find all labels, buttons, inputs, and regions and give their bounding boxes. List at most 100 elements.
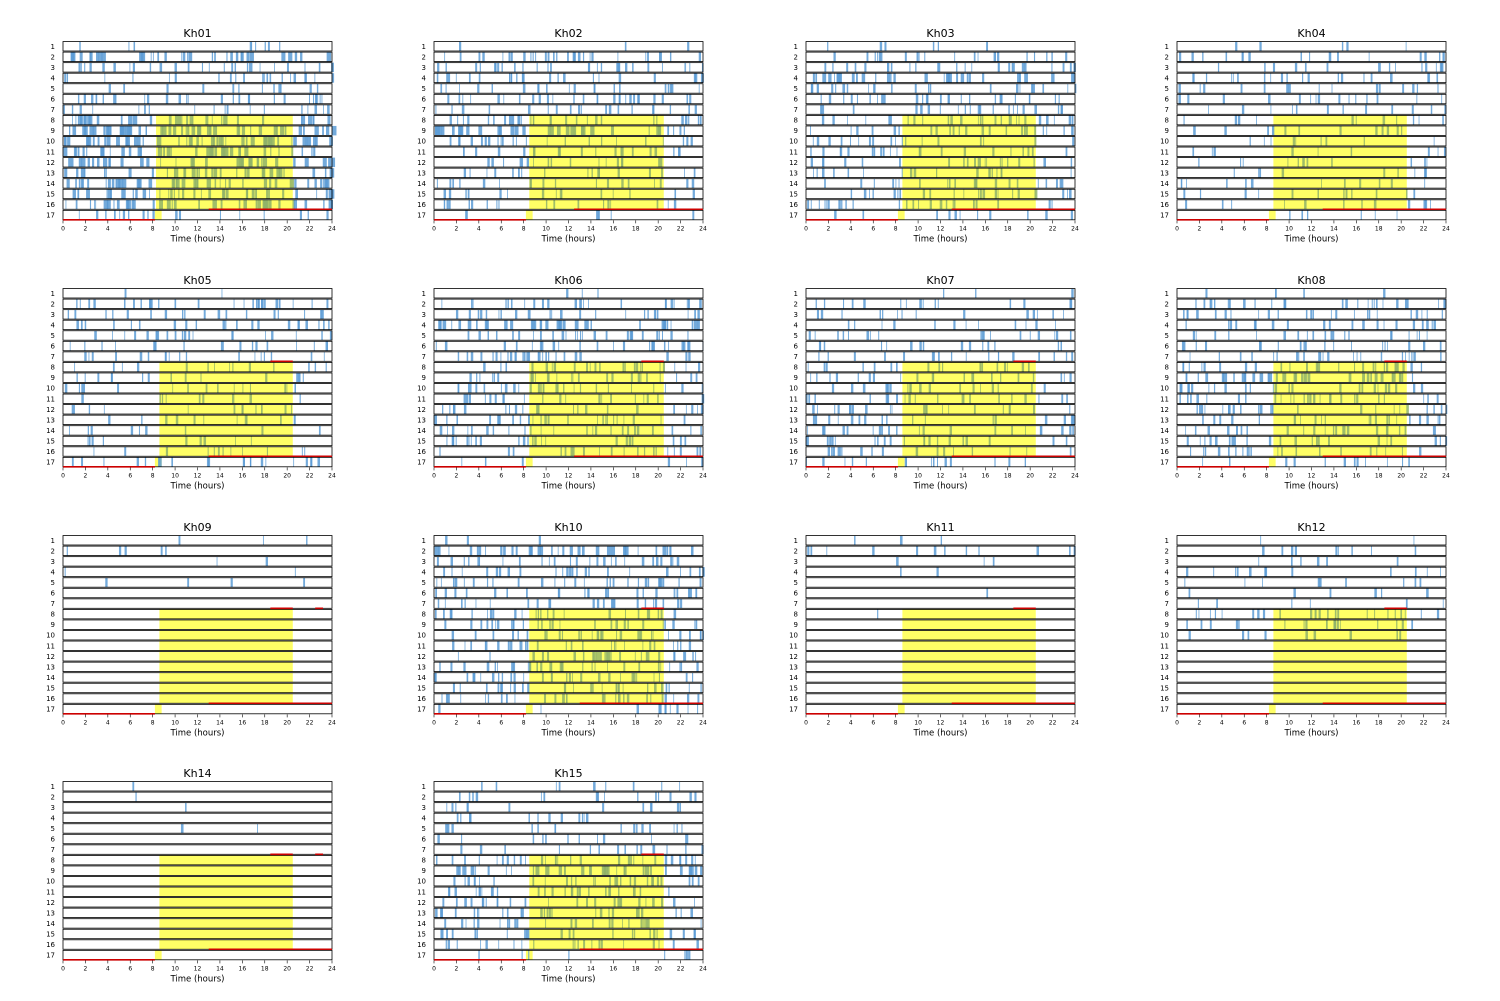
- event-tick: [499, 189, 502, 199]
- event-tick: [555, 781, 557, 791]
- x-tick-label: 2: [827, 225, 831, 232]
- event-tick: [931, 351, 934, 362]
- event-tick: [468, 436, 470, 446]
- x-tick-label: 12: [565, 472, 573, 479]
- event-tick: [477, 918, 480, 929]
- event-tick: [242, 457, 245, 467]
- event-tick: [560, 309, 563, 320]
- event-tick: [502, 394, 505, 404]
- event-tick: [896, 556, 899, 567]
- event-tick: [249, 457, 252, 467]
- event-tick: [670, 330, 673, 341]
- event-tick: [321, 330, 323, 341]
- event-tick: [647, 62, 650, 73]
- event-tick: [581, 288, 583, 298]
- event-tick: [463, 404, 467, 415]
- highlight-band: [529, 199, 664, 210]
- event-tick: [1383, 362, 1386, 372]
- x-tick-label: 2: [1198, 225, 1202, 232]
- event-tick: [240, 157, 244, 168]
- event-tick: [119, 178, 124, 189]
- event-tick: [1199, 189, 1202, 199]
- event-tick: [1260, 535, 1262, 545]
- event-tick: [590, 125, 595, 136]
- event-tick: [1001, 168, 1003, 178]
- event-tick: [1291, 383, 1294, 393]
- event-tick: [1065, 52, 1068, 62]
- event-tick: [325, 341, 328, 351]
- event-tick: [684, 436, 687, 446]
- event-tick: [1238, 619, 1240, 630]
- event-tick: [1388, 62, 1391, 73]
- event-tick: [1227, 299, 1229, 309]
- event-tick: [1195, 299, 1197, 309]
- event-tick: [666, 546, 669, 556]
- row-box: [433, 844, 704, 855]
- event-tick: [918, 147, 921, 157]
- event-tick: [639, 362, 641, 372]
- event-tick: [948, 73, 952, 83]
- event-tick: [493, 876, 495, 886]
- event-tick: [697, 309, 700, 320]
- event-tick: [973, 52, 976, 62]
- event-tick: [922, 299, 924, 309]
- row-label: 14: [417, 674, 426, 682]
- event-tick: [979, 115, 982, 125]
- event-tick: [514, 609, 517, 619]
- event-tick: [248, 94, 251, 104]
- event-tick: [551, 309, 553, 320]
- event-tick: [331, 62, 334, 73]
- event-tick: [159, 394, 161, 404]
- event-tick: [1337, 609, 1340, 619]
- event-tick: [489, 651, 491, 662]
- event-tick: [77, 115, 80, 125]
- x-tick-label: 0: [432, 225, 436, 232]
- event-tick: [497, 125, 502, 136]
- row-box: [805, 362, 1076, 373]
- event-tick: [1069, 330, 1072, 341]
- x-tick-label: 8: [894, 225, 898, 232]
- row-box: [805, 693, 1076, 704]
- event-tick: [551, 662, 553, 672]
- event-tick: [551, 546, 552, 556]
- event-tick: [1295, 446, 1298, 457]
- event-tick: [221, 147, 225, 157]
- event-tick: [645, 136, 647, 146]
- event-tick: [826, 436, 829, 446]
- event-tick: [661, 683, 664, 693]
- event-tick: [453, 876, 456, 886]
- event-tick: [246, 415, 248, 425]
- event-tick: [1305, 619, 1308, 630]
- event-tick: [1309, 394, 1312, 404]
- event-tick: [446, 436, 448, 446]
- event-tick: [156, 136, 162, 146]
- row-label: 15: [417, 930, 426, 938]
- event-tick: [234, 62, 237, 73]
- highlight-band: [1273, 641, 1407, 651]
- event-tick: [449, 136, 452, 146]
- event-tick: [206, 125, 212, 136]
- event-tick: [75, 115, 77, 125]
- event-tick: [122, 125, 127, 136]
- event-tick: [596, 556, 599, 567]
- event-tick: [687, 704, 689, 714]
- event-tick: [1003, 362, 1007, 372]
- event-tick: [1441, 309, 1443, 320]
- event-tick: [262, 199, 266, 210]
- event-tick: [540, 855, 544, 865]
- event-tick: [1179, 52, 1182, 62]
- event-tick: [1061, 178, 1064, 189]
- event-tick: [109, 147, 111, 157]
- row-box: [62, 362, 333, 373]
- event-tick: [1382, 115, 1385, 125]
- event-tick: [1204, 436, 1206, 446]
- event-tick: [586, 115, 588, 125]
- event-tick: [959, 210, 961, 220]
- x-tick-label: 2: [455, 965, 459, 972]
- event-tick: [1419, 577, 1422, 588]
- event-tick: [981, 330, 984, 341]
- event-tick: [191, 125, 195, 136]
- row-box: [62, 125, 333, 136]
- event-tick: [1332, 425, 1335, 436]
